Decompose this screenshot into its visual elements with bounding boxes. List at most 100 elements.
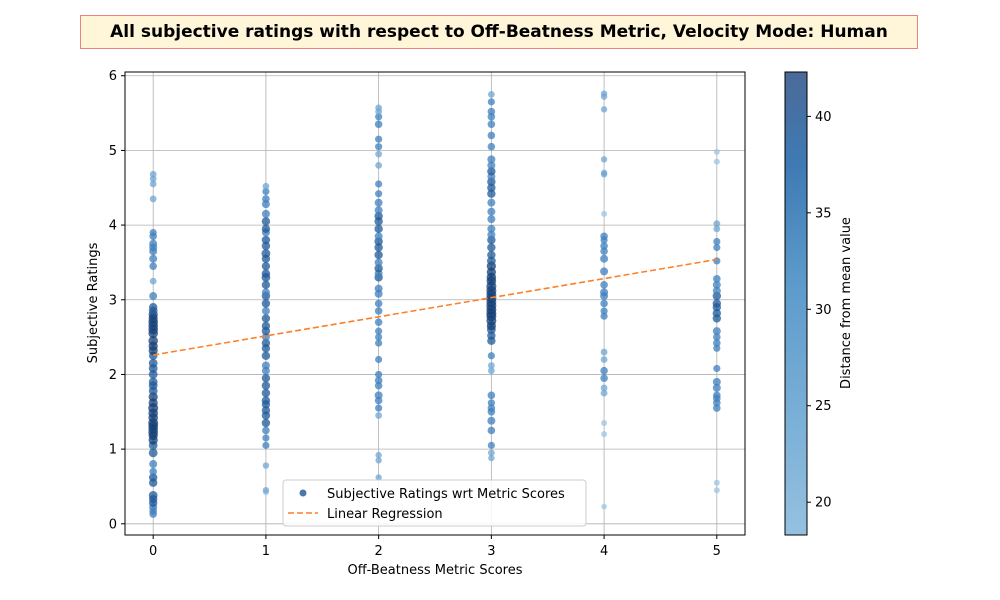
data-point — [713, 339, 721, 347]
colorbar-gradient — [784, 71, 808, 536]
data-point — [600, 384, 608, 392]
data-point — [600, 232, 608, 241]
data-point — [487, 331, 496, 340]
data-point — [487, 441, 495, 449]
data-point — [261, 288, 270, 297]
data-point — [261, 418, 271, 428]
data-point — [261, 280, 271, 290]
data-point — [375, 180, 383, 188]
data-point — [487, 449, 495, 457]
data-point — [374, 211, 383, 221]
data-point — [487, 98, 495, 106]
y-tick-label: 5 — [109, 144, 117, 159]
data-point — [148, 358, 158, 368]
data-point — [148, 448, 158, 458]
data-point — [487, 155, 496, 164]
data-point — [487, 131, 496, 140]
chart-title: All subjective ratings with respect to O… — [80, 15, 918, 49]
data-point — [149, 254, 158, 263]
data-point — [262, 195, 270, 203]
data-point — [375, 327, 383, 335]
x-tick-label: 2 — [374, 544, 382, 559]
data-point — [149, 195, 157, 203]
regression-line — [153, 258, 717, 356]
data-point — [487, 189, 496, 198]
data-point — [375, 190, 383, 198]
x-tick-label: 0 — [149, 544, 157, 559]
data-point — [149, 277, 157, 285]
data-point — [261, 269, 271, 278]
data-point — [374, 376, 383, 385]
data-point — [487, 107, 496, 116]
data-point — [261, 373, 271, 383]
y-tick-label: 2 — [109, 368, 117, 383]
data-point — [374, 232, 383, 241]
plot-frame — [124, 71, 746, 536]
data-point — [261, 224, 271, 234]
data-point — [375, 339, 383, 347]
legend-marker-scatter — [299, 489, 307, 497]
data-point — [487, 399, 495, 407]
data-point — [600, 254, 609, 263]
data-point — [600, 169, 608, 177]
data-point — [262, 426, 270, 435]
colorbar-tick-label: 40 — [815, 110, 832, 125]
legend-label-scatter: Subjective Ratings wrt Metric Scores — [327, 487, 565, 502]
data-point — [148, 491, 158, 500]
data-point — [600, 156, 608, 163]
data-point — [487, 207, 496, 216]
data-point — [375, 161, 383, 169]
scatter-points — [148, 90, 722, 518]
data-point — [374, 243, 383, 252]
data-point — [374, 206, 383, 215]
data-point — [374, 391, 383, 400]
colorbar-tick-label: 30 — [815, 303, 832, 318]
data-point — [261, 217, 271, 226]
data-point — [601, 210, 608, 217]
colorbar-tick-label: 35 — [815, 206, 832, 221]
data-point — [487, 426, 496, 435]
data-point — [713, 479, 720, 486]
data-point — [261, 381, 271, 390]
data-point — [261, 249, 271, 258]
data-point — [375, 143, 383, 151]
data-point — [261, 299, 271, 308]
data-point — [374, 307, 383, 315]
data-point — [375, 370, 383, 379]
data-point — [149, 239, 158, 248]
data-point — [712, 377, 721, 386]
data-point — [600, 90, 608, 97]
data-point — [375, 135, 383, 143]
data-point — [713, 333, 721, 341]
data-point — [261, 209, 270, 218]
data-point — [600, 299, 608, 308]
data-point — [374, 318, 383, 326]
data-point — [261, 333, 270, 342]
data-point — [375, 404, 383, 412]
data-point — [600, 281, 608, 289]
data-point — [262, 187, 270, 196]
data-point — [713, 220, 721, 227]
data-point — [600, 374, 608, 382]
data-point — [600, 247, 608, 256]
data-point — [262, 486, 270, 494]
data-point — [374, 381, 383, 390]
data-point — [374, 264, 383, 273]
data-point — [262, 441, 270, 449]
y-axis-label: Subjective Ratings — [86, 242, 101, 363]
data-point — [601, 419, 608, 426]
data-point — [712, 383, 721, 392]
data-point — [487, 362, 495, 369]
data-point — [487, 161, 496, 170]
data-point — [261, 235, 271, 245]
data-point — [261, 351, 271, 360]
data-point — [374, 299, 383, 308]
axis-ticks: 0 1 2 3 4 5 0 1 2 3 4 5 6 — [109, 69, 721, 559]
data-point — [487, 416, 496, 425]
data-point — [487, 404, 496, 412]
data-point — [375, 333, 383, 341]
data-point — [374, 198, 383, 207]
data-point — [374, 120, 383, 129]
data-point — [712, 309, 722, 318]
data-point — [149, 228, 157, 237]
